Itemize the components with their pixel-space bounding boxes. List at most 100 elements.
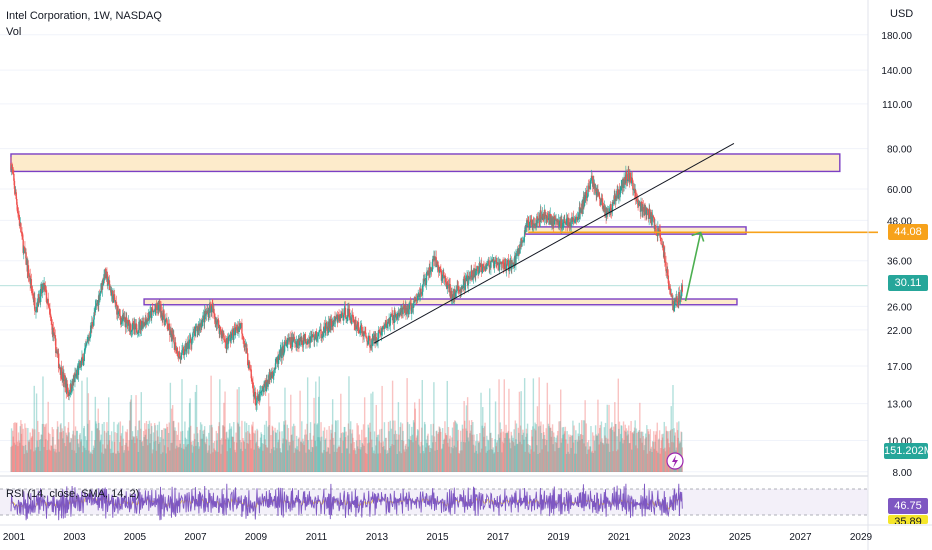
volume-indicator-label[interactable]: Vol [6,26,22,38]
volume-bar [290,394,292,472]
candle-body [74,373,76,383]
candle-body [27,265,30,276]
candle-body [467,277,469,286]
volume-bar [240,448,242,472]
candle-body [628,169,630,180]
volume-bar [648,434,650,472]
price-tick-label: 26.00 [887,302,912,313]
volume-bar [386,453,388,472]
candle-body [618,189,621,195]
volume-bar [322,430,325,472]
candle-body [476,266,478,269]
candle-body [594,183,596,190]
volume-bar [401,423,404,472]
volume-bar [444,421,446,472]
volume-bar [35,393,38,472]
volume-bar [441,448,443,472]
volume-bar [474,445,476,472]
volume-bar [642,431,644,472]
volume-bar [484,446,487,472]
volume-bar [296,446,298,472]
volume-bar [192,446,195,472]
volume-bar [428,445,430,472]
candle-body [192,332,194,338]
lightning-icon-glyph [672,455,678,468]
volume-bar [288,441,290,472]
candle-body [217,320,220,329]
volume-bar [144,434,147,472]
volume-bar [140,392,142,472]
candle-body [610,204,612,211]
volume-bar [562,426,565,472]
candle-body [426,272,428,276]
rsi-indicator-label[interactable]: RSI (14, close, SMA, 14, 2) [6,488,140,500]
volume-bar [147,424,149,472]
volume-bar [473,452,476,472]
volume-bar [637,431,639,472]
volume-bar [13,442,16,472]
volume-bar [425,447,427,472]
candle-body [617,189,619,195]
volume-bar [39,450,41,472]
volume-bar [444,433,447,472]
volume-bar [532,378,535,472]
volume-bar [89,453,91,472]
volume-bar [526,423,529,472]
candle-body [107,284,109,286]
candle-body [523,237,525,241]
volume-bar [143,437,145,472]
volume-bar [498,437,501,472]
volume-bar [175,430,177,472]
volume-bar [565,453,568,472]
volume-bar [294,447,297,472]
candle-body [574,219,576,221]
volume-bar [335,420,337,472]
candle-body [12,169,14,173]
volume-bar [519,441,521,472]
volume-bar [133,436,136,472]
volume-bar [24,444,27,472]
volume-bar [278,422,280,472]
volume-bar [163,445,166,472]
volume-bar [26,452,28,472]
volume-bar [126,429,129,472]
candle-body [119,310,121,316]
candle-body [549,213,551,225]
volume-bar [663,421,665,472]
candle-body [123,317,125,319]
candle-body [368,335,370,341]
volume-bar [215,430,218,472]
candle-body [669,289,672,295]
candle-body [664,252,666,262]
price-axis[interactable]: 180.00140.00110.0080.0060.0048.0036.0026… [867,0,912,550]
volume-bar [48,449,51,472]
volume-bar [664,451,667,472]
candle-body [344,307,347,318]
volume-bar [185,446,187,472]
candle-body [59,366,61,370]
time-axis[interactable]: 2001 2003 2005 2007 2009 2011 2013 2015 2017 2019… [0,524,932,543]
volume-bar [636,432,638,472]
volume-bar [141,442,143,472]
volume-bar [413,422,415,472]
candle-body [11,166,13,170]
volume-bar [123,452,125,472]
candle-body [217,319,219,321]
candle-body [412,303,415,308]
volume-bar [560,389,562,472]
price-tick-label: 22.00 [887,326,912,337]
candle-body [242,339,245,341]
candle-body [486,264,489,266]
volume-bar [304,429,307,472]
candle-body [56,350,58,352]
volume-bar [56,429,58,472]
volume-bar [564,426,567,472]
candle-body [659,229,661,239]
volume-bar [423,453,425,472]
candle-body [377,333,379,342]
volume-bar [28,439,31,472]
candle-body [362,331,364,336]
volume-bar [418,444,420,472]
candle-body [112,296,115,303]
